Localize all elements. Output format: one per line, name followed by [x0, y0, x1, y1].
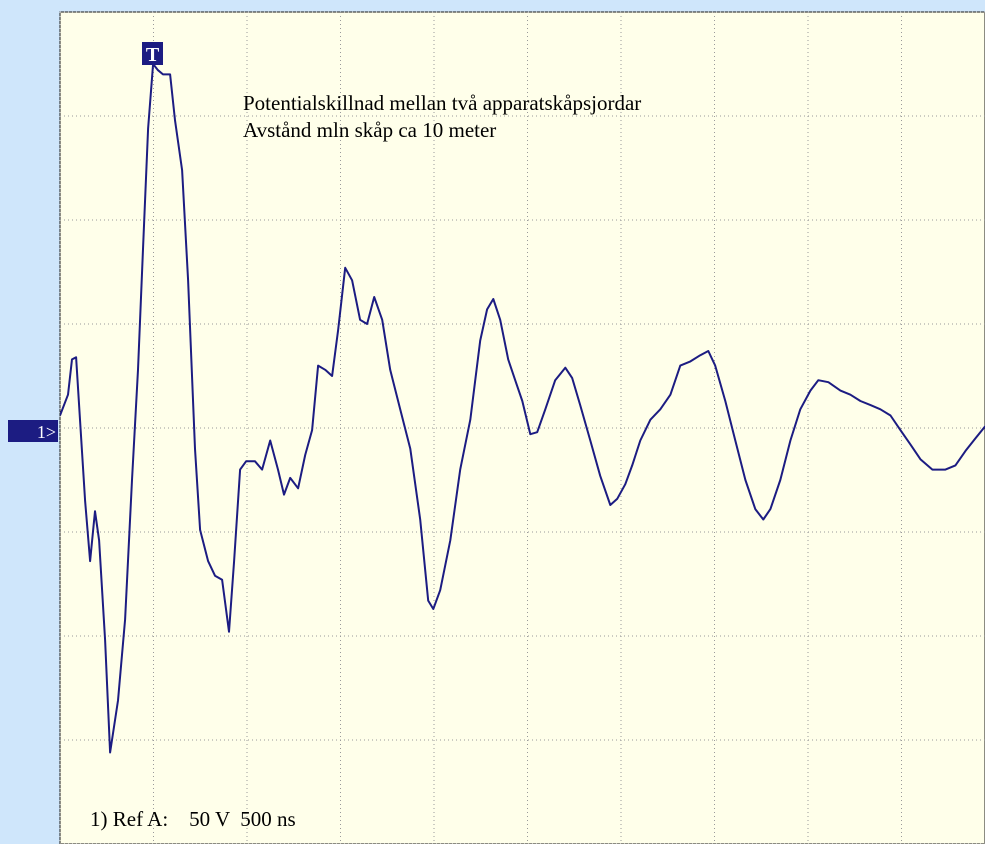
trigger-label: T — [146, 44, 160, 66]
trace-group — [60, 63, 985, 754]
channel-label: 1> — [37, 422, 56, 442]
grid — [59, 11, 985, 844]
trigger-marker — [142, 42, 163, 65]
channel-marker — [8, 420, 58, 442]
reference-label: 1) Ref A: 50 V 500 ns — [90, 807, 296, 831]
trace — [60, 63, 985, 754]
annotation: Potentialskillnad mellan två apparatskåp… — [243, 91, 641, 115]
plot-area — [59, 11, 985, 844]
annotation: Avstånd mln skåp ca 10 meter — [243, 118, 496, 142]
